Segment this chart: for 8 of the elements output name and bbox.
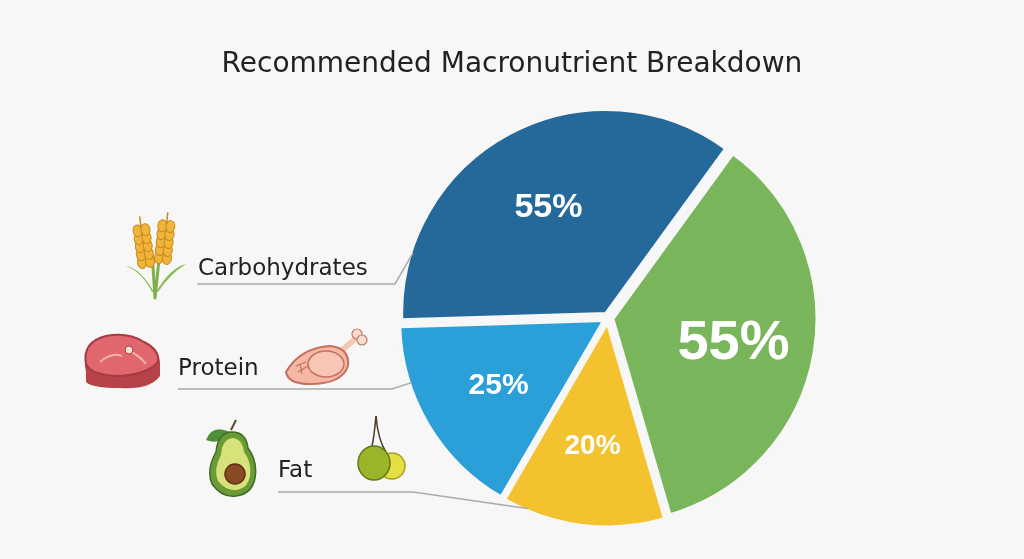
data-label: 25% [468,366,529,400]
slice-label: Carbohydrates [198,254,368,280]
data-label: 55% [677,308,790,372]
data-label: 55% [514,186,583,225]
slice-label: Fat [278,456,313,482]
slice-label: Protein [178,354,259,380]
data-label: 20% [564,428,621,460]
chart-title: Recommended Macronutrient Breakdown [221,46,803,79]
